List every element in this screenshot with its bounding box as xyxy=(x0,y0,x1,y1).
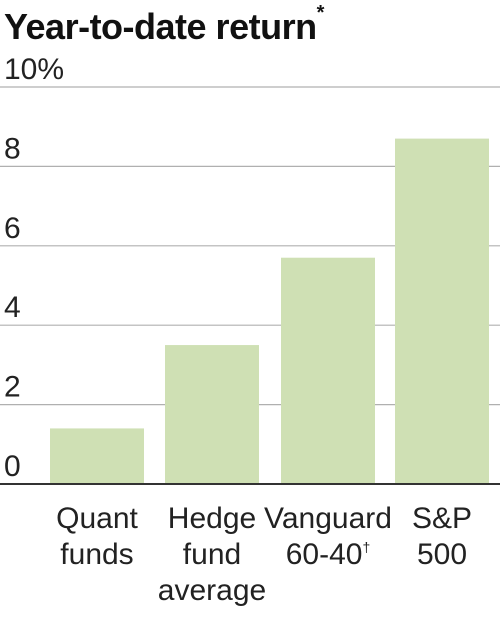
y-tick-label: 6 xyxy=(4,212,21,245)
bar xyxy=(281,257,375,484)
x-tick-label: average xyxy=(158,574,266,607)
x-tick-label: 60-40† xyxy=(286,538,371,571)
x-tick-label: Quant xyxy=(56,502,138,535)
chart-title-footnote-mark: * xyxy=(316,2,325,24)
x-tick-label: Vanguard xyxy=(264,502,392,535)
chart-title-text: Year-to-date return xyxy=(4,6,317,47)
y-tick-label: 0 xyxy=(4,450,21,483)
y-tick-label: 2 xyxy=(4,371,21,404)
bar xyxy=(50,428,144,484)
bar xyxy=(395,138,489,485)
y-tick-label: 8 xyxy=(4,132,21,165)
y-tick-label: 4 xyxy=(4,291,21,324)
y-tick-labels: 0 2 4 6 8 10% xyxy=(4,53,64,483)
x-tick-label: fund xyxy=(183,538,241,571)
x-tick-label: Hedge xyxy=(168,502,256,535)
x-tick-label: 500 xyxy=(417,538,467,571)
chart-title: Year-to-date return* xyxy=(4,2,324,48)
y-tick-label: 10% xyxy=(4,53,64,86)
bars xyxy=(50,138,489,485)
footnote-mark: † xyxy=(362,539,370,555)
bar xyxy=(165,345,259,484)
x-tick-label: S&P xyxy=(412,502,472,535)
x-tick-label: funds xyxy=(60,538,133,571)
